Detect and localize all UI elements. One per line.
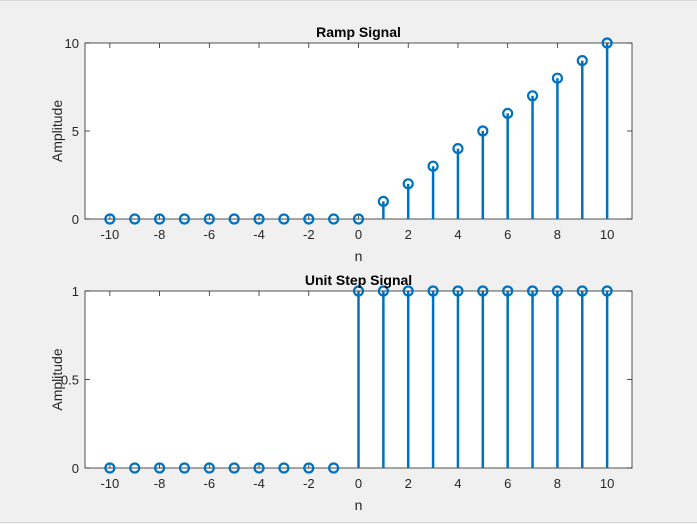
stem-marker — [328, 462, 340, 474]
x-tick-label: 2 — [405, 227, 412, 242]
stem-marker — [303, 213, 315, 225]
stem-marker — [203, 213, 215, 225]
x-tick-label: 2 — [405, 476, 412, 491]
stem-marker — [427, 160, 439, 172]
x-tick-label: -8 — [154, 227, 166, 242]
stem-marker — [104, 213, 116, 225]
x-tick-label: -10 — [100, 227, 119, 242]
subplot-1: -10 -8 -6 -4 -2 0 2 4 6 8 10 0 5 10 Ramp Signal n Amplit… — [49, 24, 633, 264]
stem-marker — [576, 285, 588, 297]
stem-marker — [328, 213, 340, 225]
stem-marker — [402, 285, 414, 297]
x-tick-label: 0 — [355, 476, 362, 491]
x-tick-label: -2 — [303, 476, 315, 491]
stem-marker — [303, 462, 315, 474]
stem-marker — [104, 462, 116, 474]
x-tick-label: 8 — [554, 227, 561, 242]
stem-marker — [576, 54, 588, 67]
stem-marker — [377, 195, 389, 207]
stem-marker — [477, 285, 489, 297]
stem-marker — [228, 213, 240, 225]
x-tick-label: 10 — [600, 476, 614, 491]
stem-marker — [129, 462, 141, 474]
x-tick-label: 0 — [355, 227, 362, 242]
stem-marker — [601, 285, 613, 297]
x-axis-label: n — [355, 497, 363, 513]
y-tick-label: 10 — [65, 36, 79, 51]
stem-marker — [352, 285, 365, 297]
stem-marker — [427, 285, 439, 297]
x-tick-label: -2 — [303, 227, 315, 242]
stem-marker — [477, 125, 489, 137]
x-tick-label: -8 — [154, 476, 166, 491]
chart-title: Ramp Signal — [316, 24, 401, 40]
x-tick-label: -4 — [253, 227, 265, 242]
x-tick-label: -10 — [100, 476, 119, 491]
stem-marker — [203, 462, 215, 474]
stem-marker — [153, 462, 166, 474]
y-tick-label: 1 — [72, 284, 79, 299]
stem-marker — [551, 285, 564, 297]
stem-marker — [278, 213, 290, 225]
y-tick-label: 5 — [72, 124, 79, 139]
stem-marker — [377, 285, 389, 297]
stem-marker — [153, 213, 166, 225]
y-axis-label: Amplitude — [49, 100, 65, 162]
y-tick-label: 0.5 — [61, 373, 79, 388]
x-axis-label: n — [355, 248, 363, 264]
stem-marker — [551, 72, 564, 84]
subplot-2: -10 -8 -6 -4 -2 0 2 4 6 8 10 0 0.5 1 Unit Step Signal n… — [49, 272, 633, 513]
stem-marker — [502, 107, 514, 120]
x-tick-label: 6 — [504, 227, 511, 242]
stem-marker — [178, 462, 191, 474]
stem-marker — [452, 285, 464, 297]
stem-marker — [253, 462, 265, 474]
x-tick-label: 6 — [504, 476, 511, 491]
axes-box — [84, 42, 633, 220]
stem-marker — [526, 285, 539, 297]
stem-marker — [502, 285, 514, 297]
x-tick-label: 4 — [454, 227, 461, 242]
stem-marker — [402, 178, 414, 190]
x-tick-label: 4 — [454, 476, 461, 491]
y-tick-label: 0 — [72, 212, 79, 227]
stem-marker — [178, 213, 191, 225]
x-tick-label: -6 — [204, 476, 216, 491]
x-tick-label: 10 — [600, 227, 614, 242]
stem-marker — [526, 90, 539, 102]
stem-marker — [278, 462, 290, 474]
stem-marker — [253, 213, 265, 225]
y-axis-label: Amplitude — [49, 348, 65, 410]
x-tick-label: -6 — [204, 227, 216, 242]
stem-marker — [129, 213, 141, 225]
x-tick-label: -4 — [253, 476, 265, 491]
stem-marker — [228, 462, 240, 474]
stem-marker — [352, 213, 365, 225]
stem-marker — [452, 143, 464, 155]
chart-title: Unit Step Signal — [305, 272, 412, 288]
stem-marker — [601, 37, 613, 49]
y-tick-label: 0 — [72, 461, 79, 476]
x-tick-label: 8 — [554, 476, 561, 491]
